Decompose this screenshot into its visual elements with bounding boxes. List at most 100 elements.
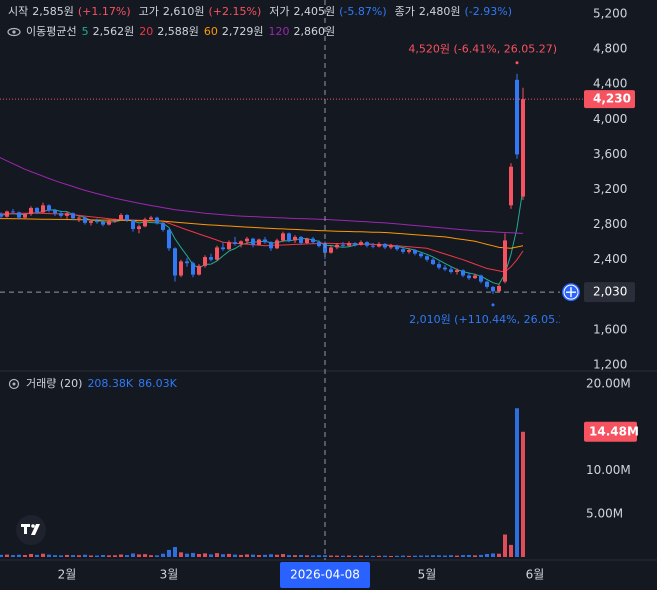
volume-bar <box>119 554 123 557</box>
legend-change: (-5.87%) <box>339 5 387 18</box>
logo-dot <box>31 524 35 528</box>
y-tick-label: 1,600 <box>593 322 627 336</box>
ma-legend-value: 2,562원 <box>93 25 135 38</box>
logo-bg <box>16 515 46 545</box>
candle-body <box>323 243 327 253</box>
volume-bar <box>137 554 141 557</box>
legend-value: 2,405원 <box>294 5 336 18</box>
candle-body <box>293 236 297 241</box>
logo-slash <box>31 524 40 535</box>
candle-body <box>365 242 369 246</box>
candle-body <box>437 264 441 268</box>
volume-bar <box>227 553 231 557</box>
volume-bar <box>473 555 477 557</box>
candle-body <box>467 275 471 279</box>
y-tick-label: 4,000 <box>593 112 627 126</box>
volume-eye-icon[interactable] <box>8 378 20 390</box>
volume-bar <box>293 555 297 557</box>
candle-body <box>395 245 399 250</box>
volume-bar <box>221 554 225 557</box>
candle-body <box>191 263 195 275</box>
volume-bar <box>125 555 129 557</box>
candle-body <box>491 286 495 292</box>
volume-bar <box>131 553 135 557</box>
volume-bar <box>161 553 165 557</box>
candle-body <box>95 221 99 223</box>
volume-bar <box>17 554 21 557</box>
candle-body <box>269 242 273 249</box>
eye-pupil <box>12 30 16 34</box>
candle-body <box>317 242 321 247</box>
volume-tick-label: 20.00M <box>586 377 631 391</box>
ma-eye-icon[interactable] <box>7 27 21 37</box>
crosshair-price-box <box>584 282 635 303</box>
eye-outline <box>7 27 21 37</box>
candle-body <box>431 259 435 265</box>
candle-body <box>185 261 189 264</box>
volume-bar <box>209 554 213 557</box>
x-tick-label: 5월 <box>418 568 437 582</box>
volume-bar <box>113 555 117 557</box>
volume-bar <box>377 555 381 557</box>
ma-legend-name: 120 <box>268 25 289 38</box>
volume-bar <box>281 554 285 557</box>
annotation-label: 4,520원 (-6.41%, 26.05.27) <box>408 43 557 56</box>
volume-bar <box>461 555 465 557</box>
volume-bar <box>59 555 63 557</box>
tradingview-logo[interactable] <box>16 515 46 545</box>
volume-bar <box>95 555 99 557</box>
candle-body <box>113 219 117 222</box>
candle-body <box>17 212 21 218</box>
volume-bar <box>155 555 159 557</box>
candle-body <box>449 269 453 272</box>
candle-body <box>503 240 507 282</box>
x-tick-label: 2월 <box>58 568 77 582</box>
legend-change: (-2.93%) <box>465 5 513 18</box>
y-tick-label: 1,200 <box>593 357 627 371</box>
y-tick-label: 4,800 <box>593 42 627 56</box>
candle-body <box>215 247 219 260</box>
candle-body <box>101 221 105 225</box>
candle-body <box>119 214 123 220</box>
crosshair-time-label: 2026-04-08 <box>290 568 360 582</box>
legend-name: 저가 <box>269 5 289 18</box>
volume-bar <box>65 554 69 557</box>
volume-bar <box>149 555 153 557</box>
candle-body <box>335 244 339 248</box>
volume-bar <box>485 553 489 557</box>
candle-body <box>89 221 93 223</box>
volume-bar <box>335 555 339 557</box>
ma-line <box>0 157 524 234</box>
candle-body <box>371 245 375 247</box>
candle-body <box>473 275 477 279</box>
candle-body <box>59 213 63 216</box>
volume-bar <box>257 555 261 557</box>
candle-body <box>245 238 249 242</box>
candle-body <box>509 166 513 206</box>
volume-bar <box>179 552 183 557</box>
legend-change: (+2.15%) <box>209 5 262 18</box>
volume-bar <box>167 549 171 557</box>
candle-body <box>71 213 75 219</box>
candle-body <box>359 242 363 245</box>
y-tick-label: 5,200 <box>593 7 627 21</box>
legend-value: 2,480원 <box>419 5 461 18</box>
candle-body <box>461 270 465 276</box>
volume-bar <box>185 553 189 557</box>
crosshair-add-button[interactable] <box>562 283 580 302</box>
volume-bar <box>29 553 33 557</box>
ma-legend: 이동평균선 5 2,562원 20 2,588원 60 2,729원 120 2,860원 <box>26 25 335 38</box>
volume-bar <box>521 431 525 557</box>
ma-legend-name: 20 <box>139 25 153 38</box>
volume-bar <box>317 555 321 557</box>
volume-bar <box>407 555 411 557</box>
candle-body <box>407 250 411 252</box>
candle-body <box>0 214 3 217</box>
volume-bar <box>383 555 387 557</box>
legend-value: 2,610원 <box>163 5 205 18</box>
volume-bar <box>5 554 9 557</box>
annotation-marker <box>491 303 495 307</box>
candle-body <box>329 247 333 253</box>
volume-bar <box>509 544 513 557</box>
volume-bar <box>239 554 243 557</box>
